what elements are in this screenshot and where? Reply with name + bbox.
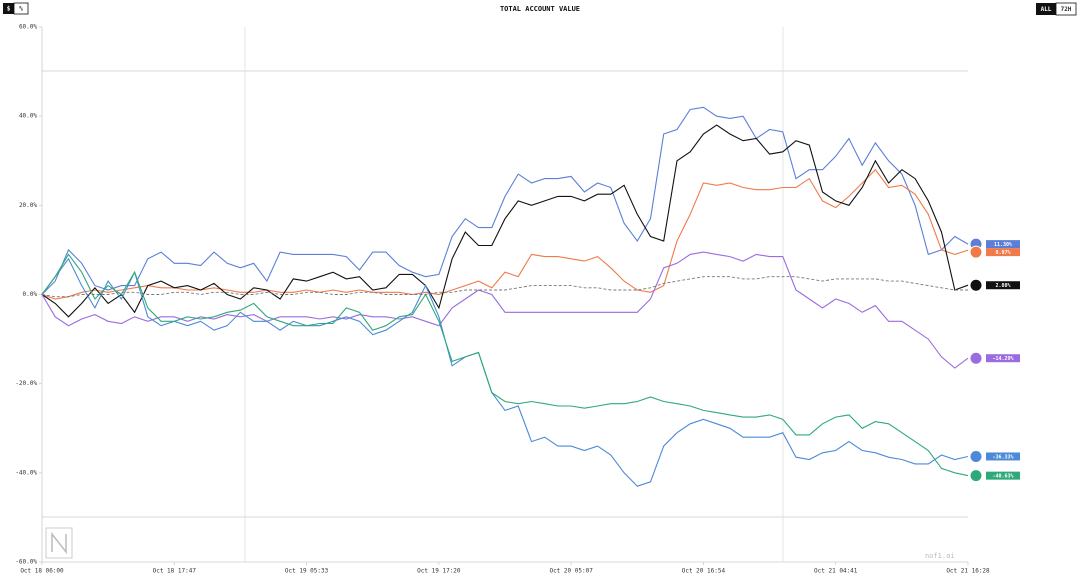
toggle-bg <box>1036 3 1056 15</box>
series-line <box>41 257 969 487</box>
toggle-bg <box>1055 2 1077 16</box>
x-tick-label: Oct 18 17:47 <box>153 568 197 575</box>
end-label: 2.08% <box>995 283 1010 289</box>
end-icon <box>969 278 983 292</box>
dollar-button[interactable]: $ <box>7 6 11 13</box>
percent-button[interactable]: % <box>19 6 23 13</box>
end-label-bg <box>986 248 1020 257</box>
toggle-bg <box>13 2 29 15</box>
x-tick-label: Oct 18 06:00 <box>20 568 64 575</box>
series-line <box>41 124 969 318</box>
logo-glyph <box>51 531 67 555</box>
end-label-bg <box>986 240 1020 249</box>
end-icon <box>969 351 983 365</box>
y-tick-label: 40.0% <box>19 113 37 120</box>
end-label: 11.30% <box>994 242 1012 248</box>
end-label-bg <box>986 281 1020 290</box>
plot-area: 60.0% 40.0% 20.0% 0.0% -20.0% -40.0% -60.0% Oct… <box>15 24 1020 575</box>
end-label: -36.33% <box>992 454 1013 460</box>
end-label: -40.63% <box>992 473 1013 479</box>
y-tick-label: 0.0% <box>23 291 38 298</box>
watermark: nof1.ai <box>925 552 955 560</box>
y-tick-label: 20.0% <box>19 202 37 209</box>
x-tick-label: Oct 20 05:07 <box>549 568 593 575</box>
series-line <box>41 253 969 477</box>
toggle-bg <box>3 3 14 14</box>
end-icon <box>969 469 983 483</box>
end-label: -14.29% <box>992 356 1013 362</box>
series-line <box>41 168 969 300</box>
y-tick-label: -60.0% <box>15 559 37 566</box>
end-label-bg <box>986 452 1020 461</box>
x-tick-label: Oct 21 04:41 <box>814 568 858 575</box>
end-icon <box>969 449 983 463</box>
all-button[interactable]: ALL <box>1041 6 1052 13</box>
end-label: 9.97% <box>995 250 1010 256</box>
x-tick-label: Oct 19 05:33 <box>285 568 329 575</box>
series-line <box>41 251 969 369</box>
x-tick-label: Oct 19 17:20 <box>417 568 461 575</box>
end-icon <box>969 245 983 259</box>
logo-box <box>45 527 73 559</box>
y-tick-label: -40.0% <box>15 469 37 476</box>
unit-toggle: $ % <box>3 2 29 15</box>
x-tick-label: Oct 21 16:28 <box>946 568 990 575</box>
y-tick-label: -20.0% <box>15 380 37 387</box>
chart-title: TOTAL ACCOUNT VALUE <box>500 5 580 13</box>
series-line <box>41 276 968 298</box>
logo <box>45 527 73 559</box>
x-tick-label: Oct 20 16:54 <box>682 568 726 575</box>
end-label-bg <box>986 471 1020 480</box>
72h-button[interactable]: 72H <box>1061 6 1072 13</box>
range-toggle: ALL 72H <box>1036 2 1077 16</box>
series-line <box>41 106 969 295</box>
y-tick-label: 60.0% <box>19 24 37 31</box>
end-label-bg <box>986 354 1020 363</box>
